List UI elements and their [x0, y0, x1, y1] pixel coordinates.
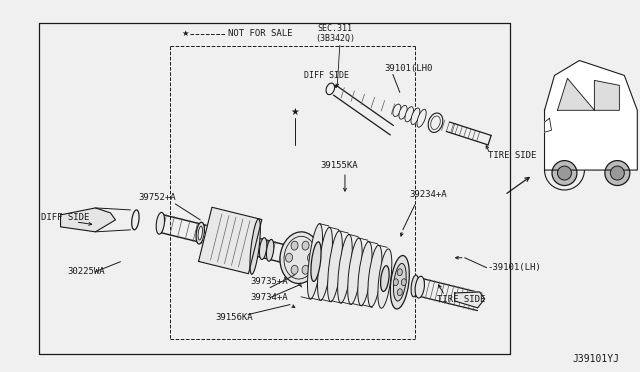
Ellipse shape	[196, 222, 204, 244]
Polygon shape	[61, 208, 115, 232]
Polygon shape	[545, 118, 552, 132]
Ellipse shape	[156, 212, 164, 234]
Text: 39155KA: 39155KA	[320, 161, 358, 170]
Text: 30225WA: 30225WA	[68, 267, 105, 276]
Ellipse shape	[415, 276, 424, 298]
Ellipse shape	[285, 253, 292, 262]
Ellipse shape	[393, 104, 401, 116]
Text: 39101(LH0: 39101(LH0	[385, 64, 433, 73]
Ellipse shape	[358, 242, 372, 305]
Ellipse shape	[338, 234, 352, 303]
Ellipse shape	[250, 219, 260, 274]
Text: 39156KA: 39156KA	[215, 313, 253, 322]
Text: J39101YJ: J39101YJ	[572, 355, 620, 364]
Text: 39734+A: 39734+A	[250, 293, 288, 302]
Text: (3B342Q): (3B342Q)	[315, 34, 355, 43]
Text: DIFF SIDE: DIFF SIDE	[40, 214, 89, 222]
Polygon shape	[545, 61, 637, 170]
Ellipse shape	[399, 105, 407, 119]
Ellipse shape	[307, 253, 314, 262]
Ellipse shape	[394, 263, 406, 301]
Ellipse shape	[326, 83, 335, 94]
Ellipse shape	[302, 265, 309, 274]
Ellipse shape	[198, 226, 202, 240]
Ellipse shape	[307, 224, 323, 299]
Text: DIFF SIDE: DIFF SIDE	[305, 71, 349, 80]
Ellipse shape	[417, 109, 426, 127]
Ellipse shape	[397, 289, 403, 296]
Ellipse shape	[381, 266, 389, 291]
Text: TIRE SIDE: TIRE SIDE	[436, 295, 485, 304]
Ellipse shape	[132, 210, 139, 230]
Text: 39234+A: 39234+A	[410, 190, 447, 199]
Text: 39735+A: 39735+A	[250, 277, 288, 286]
Polygon shape	[557, 78, 595, 110]
Text: NOT FOR SALE: NOT FOR SALE	[228, 29, 292, 38]
Ellipse shape	[401, 279, 406, 286]
Ellipse shape	[405, 107, 413, 122]
Ellipse shape	[291, 265, 298, 274]
Ellipse shape	[394, 279, 398, 286]
Ellipse shape	[348, 238, 362, 304]
Ellipse shape	[428, 113, 443, 132]
Ellipse shape	[368, 245, 382, 307]
Ellipse shape	[266, 240, 274, 261]
Text: -39101(LH): -39101(LH)	[488, 263, 541, 272]
Ellipse shape	[378, 249, 392, 308]
Ellipse shape	[280, 232, 320, 283]
Ellipse shape	[302, 241, 309, 250]
Ellipse shape	[552, 161, 577, 186]
Ellipse shape	[390, 256, 410, 309]
Polygon shape	[198, 207, 262, 274]
Text: 39752+A: 39752+A	[138, 193, 176, 202]
Ellipse shape	[611, 166, 625, 180]
Ellipse shape	[291, 241, 298, 250]
Ellipse shape	[259, 238, 267, 260]
Text: SEC.311: SEC.311	[317, 24, 353, 33]
Ellipse shape	[328, 231, 342, 302]
Ellipse shape	[605, 161, 630, 186]
Ellipse shape	[311, 242, 321, 281]
Polygon shape	[454, 292, 484, 308]
Ellipse shape	[557, 166, 572, 180]
Polygon shape	[595, 80, 620, 110]
Ellipse shape	[317, 227, 332, 300]
Ellipse shape	[397, 269, 403, 276]
Text: ★: ★	[291, 107, 300, 117]
Ellipse shape	[411, 275, 419, 297]
Text: ★: ★	[182, 29, 189, 38]
Ellipse shape	[411, 108, 420, 125]
Text: TIRE SIDE: TIRE SIDE	[488, 151, 536, 160]
